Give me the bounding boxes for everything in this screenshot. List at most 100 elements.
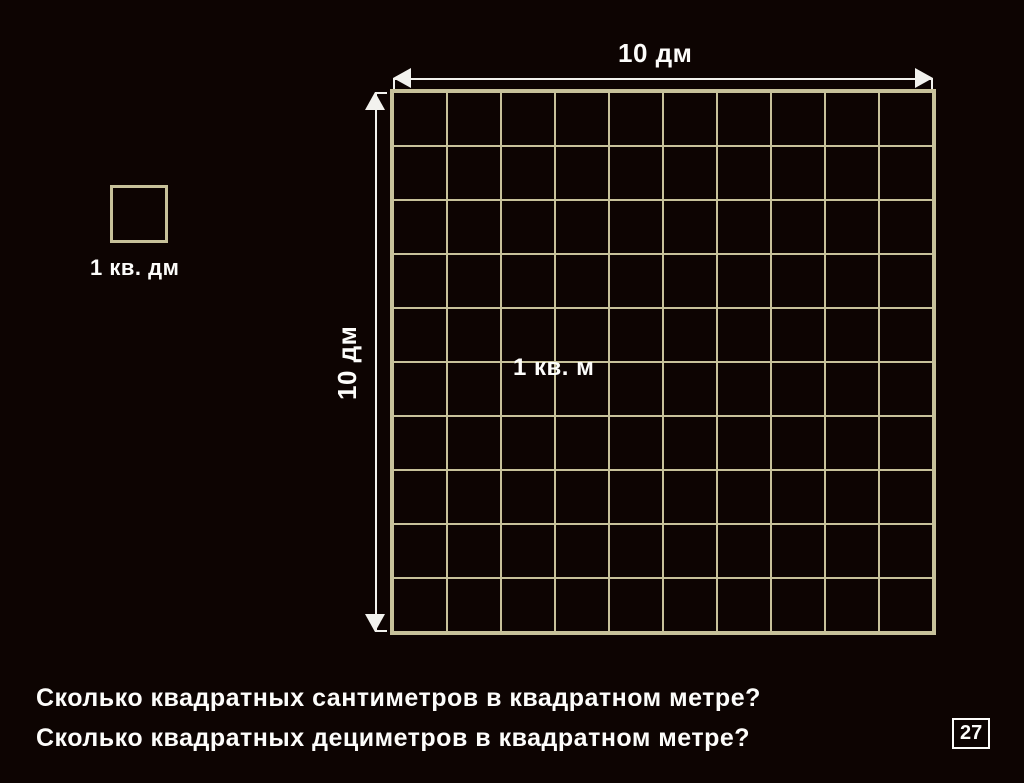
grid-cell xyxy=(447,308,501,362)
grid-cell xyxy=(663,92,717,146)
grid-cell xyxy=(771,362,825,416)
grid-cell xyxy=(447,146,501,200)
square-decimeter-box xyxy=(110,185,168,243)
grid-cell xyxy=(555,416,609,470)
question-line-2: Сколько квадратных дециметров в квадратн… xyxy=(36,724,750,753)
grid-cell xyxy=(447,524,501,578)
grid-cell xyxy=(393,578,447,632)
grid-cell xyxy=(609,146,663,200)
grid-cell xyxy=(825,200,879,254)
grid-cell xyxy=(717,146,771,200)
grid-cell xyxy=(825,254,879,308)
grid-cell xyxy=(501,254,555,308)
grid-cell xyxy=(879,92,933,146)
grid-cell xyxy=(771,578,825,632)
grid-cell xyxy=(771,470,825,524)
grid-cell xyxy=(393,92,447,146)
grid-cell xyxy=(879,416,933,470)
grid-cell xyxy=(447,362,501,416)
grid-cell xyxy=(555,254,609,308)
grid-cell xyxy=(825,362,879,416)
grid-cell xyxy=(609,416,663,470)
grid-cell xyxy=(609,200,663,254)
grid-cell xyxy=(663,308,717,362)
grid-cell xyxy=(717,578,771,632)
grid-cell xyxy=(717,524,771,578)
grid-cell xyxy=(609,524,663,578)
grid-cell xyxy=(501,524,555,578)
grid-cell xyxy=(879,362,933,416)
arrow-left-icon xyxy=(393,68,411,88)
grid-cell xyxy=(393,200,447,254)
grid-cell xyxy=(663,470,717,524)
grid-cell xyxy=(879,146,933,200)
grid-cell xyxy=(825,524,879,578)
dimension-label-left: 10 дм xyxy=(332,326,363,400)
grid-cell xyxy=(879,470,933,524)
grid-cell xyxy=(717,92,771,146)
grid-cell xyxy=(447,416,501,470)
dimension-tick xyxy=(375,630,387,632)
grid-cell xyxy=(393,308,447,362)
grid-cell xyxy=(879,524,933,578)
grid-cell xyxy=(609,362,663,416)
grid-cell xyxy=(501,200,555,254)
grid-cell xyxy=(825,470,879,524)
grid-cell xyxy=(663,524,717,578)
grid-cell xyxy=(447,200,501,254)
grid-cell xyxy=(609,578,663,632)
grid-cell xyxy=(447,254,501,308)
grid-cell xyxy=(663,362,717,416)
grid-cell xyxy=(393,362,447,416)
grid-cell xyxy=(717,254,771,308)
grid-cell xyxy=(501,416,555,470)
square-meter-label: 1 кв. м xyxy=(513,354,594,382)
grid-cell xyxy=(609,92,663,146)
grid-cell xyxy=(717,470,771,524)
grid-cell xyxy=(663,200,717,254)
grid-cell xyxy=(663,146,717,200)
grid-cell xyxy=(609,308,663,362)
grid-cell xyxy=(825,146,879,200)
dimension-label-top: 10 дм xyxy=(618,38,692,69)
grid-cell xyxy=(771,200,825,254)
grid-cell xyxy=(771,146,825,200)
page-number-badge: 27 xyxy=(952,718,990,749)
grid-cell xyxy=(555,200,609,254)
grid-cell xyxy=(609,254,663,308)
grid-cell xyxy=(663,578,717,632)
dimension-tick xyxy=(375,92,387,94)
square-decimeter-label: 1 кв. дм xyxy=(90,255,179,281)
grid-cell xyxy=(555,524,609,578)
dimension-tick xyxy=(393,78,395,90)
grid-cell xyxy=(825,578,879,632)
grid-cell xyxy=(501,146,555,200)
grid-cell xyxy=(771,524,825,578)
grid-cell xyxy=(447,578,501,632)
grid-cell xyxy=(393,524,447,578)
grid-cell xyxy=(393,254,447,308)
grid-cell xyxy=(825,416,879,470)
grid-cell xyxy=(555,578,609,632)
grid-cell xyxy=(879,254,933,308)
grid-cell xyxy=(717,200,771,254)
square-meter-grid: 1 кв. м xyxy=(393,92,933,632)
grid-cell xyxy=(663,254,717,308)
grid-cell xyxy=(717,362,771,416)
arrow-up-icon xyxy=(365,92,385,110)
dimension-line-left xyxy=(375,92,377,632)
dimension-tick xyxy=(931,78,933,90)
grid-cell xyxy=(393,416,447,470)
grid-cell xyxy=(771,308,825,362)
grid-cell xyxy=(447,470,501,524)
grid-cell xyxy=(717,416,771,470)
grid-cell xyxy=(393,470,447,524)
grid-cell xyxy=(555,470,609,524)
grid-cell xyxy=(771,254,825,308)
grid-cell xyxy=(393,146,447,200)
question-line-1: Сколько квадратных сантиметров в квадрат… xyxy=(36,684,761,713)
grid-cell xyxy=(501,92,555,146)
grid-cell xyxy=(555,92,609,146)
grid-cell xyxy=(555,146,609,200)
grid-cell xyxy=(879,578,933,632)
